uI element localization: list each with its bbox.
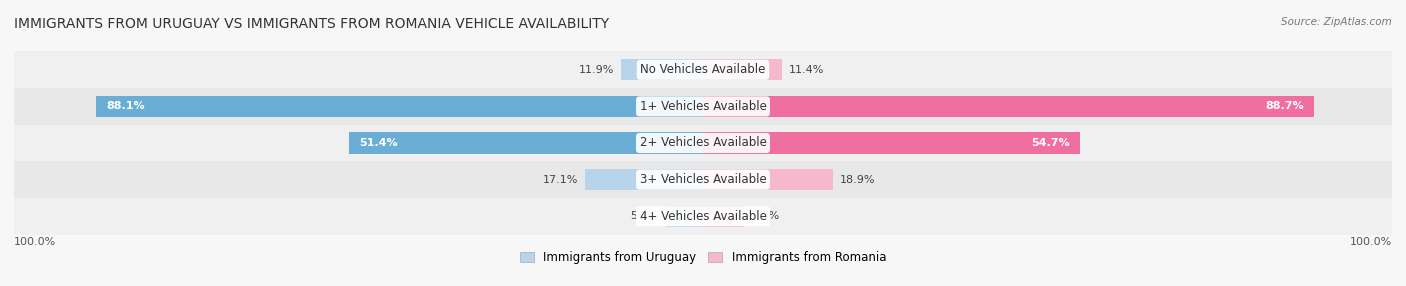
Text: 100.0%: 100.0%: [1350, 237, 1392, 247]
Bar: [349, 132, 703, 154]
Bar: [585, 169, 703, 190]
Bar: [703, 206, 744, 227]
Bar: [621, 59, 703, 80]
Text: 11.4%: 11.4%: [789, 65, 824, 75]
Text: 3+ Vehicles Available: 3+ Vehicles Available: [640, 173, 766, 186]
Bar: [96, 96, 703, 117]
Bar: [703, 96, 1315, 117]
Bar: [703, 132, 1080, 154]
Text: 54.7%: 54.7%: [1031, 138, 1070, 148]
Bar: [666, 206, 703, 227]
Text: 11.9%: 11.9%: [579, 65, 614, 75]
Bar: [14, 88, 1392, 125]
Bar: [14, 51, 1392, 88]
Text: 6.0%: 6.0%: [751, 211, 779, 221]
Text: 5.4%: 5.4%: [630, 211, 659, 221]
Text: 18.9%: 18.9%: [841, 175, 876, 184]
Bar: [14, 125, 1392, 161]
Text: Source: ZipAtlas.com: Source: ZipAtlas.com: [1281, 17, 1392, 27]
Text: 1+ Vehicles Available: 1+ Vehicles Available: [640, 100, 766, 113]
Text: 88.1%: 88.1%: [107, 102, 145, 111]
Text: IMMIGRANTS FROM URUGUAY VS IMMIGRANTS FROM ROMANIA VEHICLE AVAILABILITY: IMMIGRANTS FROM URUGUAY VS IMMIGRANTS FR…: [14, 17, 609, 31]
Text: 4+ Vehicles Available: 4+ Vehicles Available: [640, 210, 766, 223]
Text: 51.4%: 51.4%: [359, 138, 398, 148]
Bar: [14, 198, 1392, 235]
Legend: Immigrants from Uruguay, Immigrants from Romania: Immigrants from Uruguay, Immigrants from…: [515, 247, 891, 269]
Text: 88.7%: 88.7%: [1265, 102, 1303, 111]
Text: No Vehicles Available: No Vehicles Available: [640, 63, 766, 76]
Bar: [703, 169, 834, 190]
Text: 17.1%: 17.1%: [543, 175, 578, 184]
Bar: [14, 161, 1392, 198]
Text: 2+ Vehicles Available: 2+ Vehicles Available: [640, 136, 766, 150]
Text: 100.0%: 100.0%: [14, 237, 56, 247]
Bar: [703, 59, 782, 80]
